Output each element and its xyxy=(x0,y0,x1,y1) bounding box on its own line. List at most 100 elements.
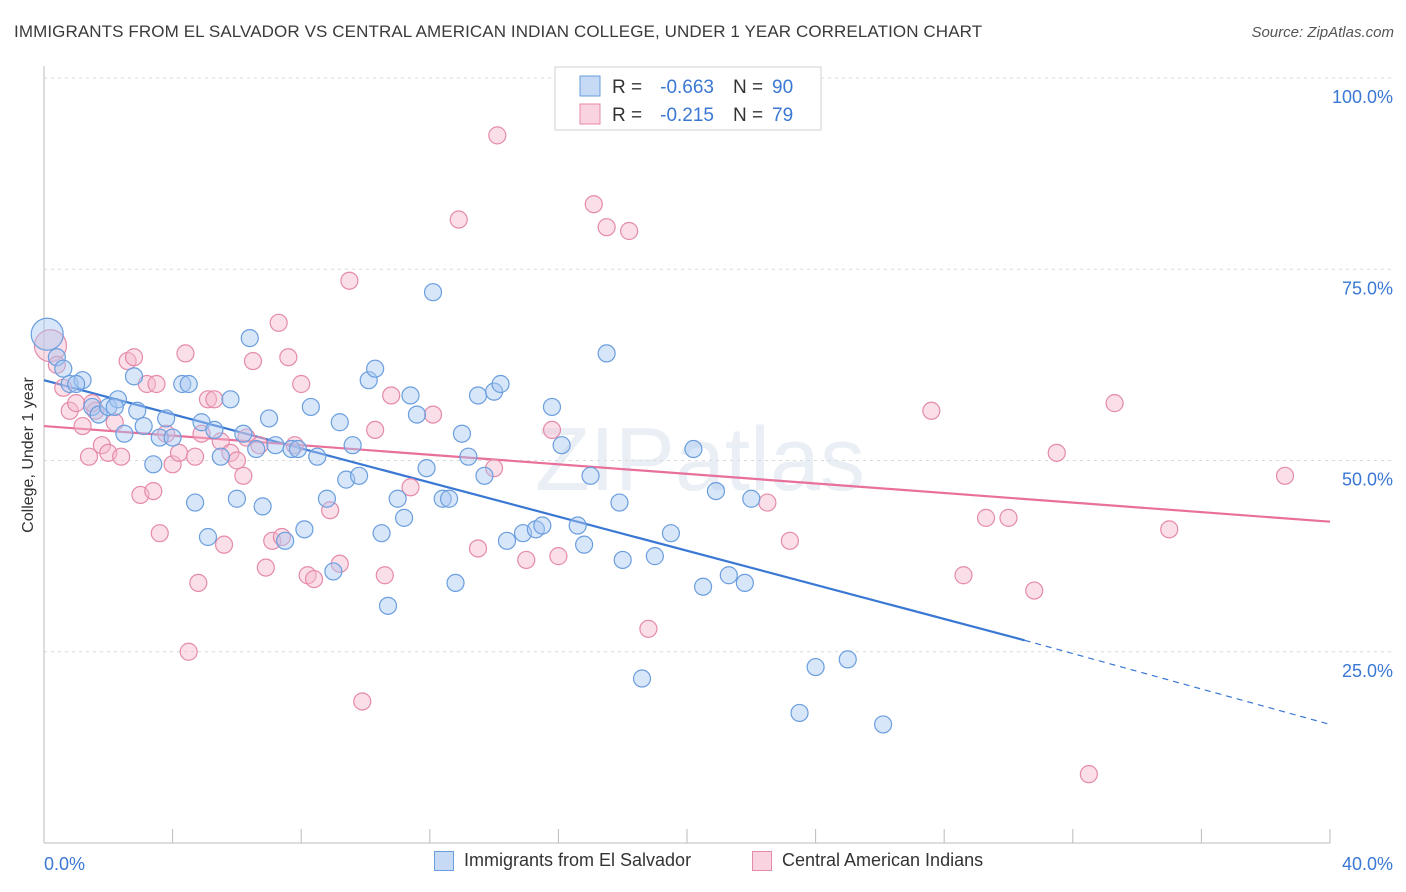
legend-n-label: N = xyxy=(733,105,763,126)
y-tick-label: 75.0% xyxy=(1342,278,1393,298)
data-point-el-salvador xyxy=(806,657,825,677)
data-point-el-salvador xyxy=(632,669,652,688)
data-point-el-salvador xyxy=(221,390,240,409)
data-points xyxy=(30,126,1295,784)
legend-label-central-american-indians: Central American Indians xyxy=(782,850,984,870)
source-label: Source: ZipAtlas.com xyxy=(1251,24,1394,41)
data-point-central-american-indians xyxy=(549,547,568,566)
x-tick-label: 0.0% xyxy=(44,854,85,874)
data-point-el-salvador xyxy=(276,531,295,550)
data-point-el-salvador xyxy=(394,508,414,527)
data-point-el-salvador xyxy=(613,550,632,570)
data-point-el-salvador xyxy=(295,520,314,539)
trend-line-el-salvador xyxy=(43,379,1025,642)
data-point-central-american-indians xyxy=(485,459,504,478)
data-point-el-salvador xyxy=(288,439,308,459)
data-point-el-salvador xyxy=(157,409,176,428)
data-point-el-salvador xyxy=(581,466,600,485)
data-point-central-american-indians xyxy=(79,447,99,466)
data-point-el-salvador xyxy=(475,466,494,485)
data-point-central-american-indians xyxy=(353,692,372,711)
data-point-el-salvador xyxy=(719,566,738,585)
data-point-el-salvador xyxy=(134,416,153,436)
data-point-central-american-indians xyxy=(584,195,603,214)
data-point-el-salvador xyxy=(552,436,571,455)
data-point-central-american-indians xyxy=(1160,520,1179,539)
legend-swatch-blue xyxy=(434,850,454,871)
data-point-el-salvador xyxy=(144,455,163,474)
data-point-el-salvador xyxy=(308,447,327,466)
data-point-el-salvador xyxy=(266,436,285,455)
data-point-el-salvador xyxy=(89,405,108,424)
data-point-el-salvador xyxy=(186,493,205,512)
data-point-el-salvador xyxy=(597,344,616,363)
data-point-central-american-indians xyxy=(401,478,420,497)
data-point-el-salvador xyxy=(366,359,385,378)
legend-r-label: R = xyxy=(612,77,642,98)
data-point-central-american-indians xyxy=(321,501,340,520)
data-point-central-american-indians xyxy=(73,416,92,436)
data-point-el-salvador xyxy=(179,374,198,394)
data-point-central-american-indians xyxy=(517,550,536,570)
data-point-el-salvador xyxy=(301,397,320,417)
data-point-central-american-indians xyxy=(67,394,86,413)
data-point-central-american-indians xyxy=(758,493,777,512)
y-tick-label: 100.0% xyxy=(1332,87,1393,107)
data-point-el-salvador xyxy=(407,405,427,424)
legend-r-label: R = xyxy=(612,105,642,126)
data-point-central-american-indians xyxy=(304,569,324,589)
data-point-el-salvador xyxy=(205,420,224,439)
data-point-el-salvador xyxy=(433,489,452,508)
data-point-central-american-indians xyxy=(1025,581,1044,600)
data-point-el-salvador xyxy=(128,401,147,420)
data-point-el-salvador xyxy=(491,374,510,394)
data-point-el-salvador xyxy=(575,535,594,554)
legend-n-label: N = xyxy=(733,77,763,98)
x-tick-label: 40.0% xyxy=(1342,854,1393,874)
legend-swatch-pink xyxy=(752,850,772,871)
data-point-el-salvador xyxy=(497,531,517,550)
data-point-central-american-indians xyxy=(468,539,488,558)
data-point-central-american-indians xyxy=(263,531,282,550)
data-point-central-american-indians xyxy=(999,508,1018,527)
legend-item-central-american-indians: Central American Indians xyxy=(752,850,983,871)
data-point-el-salvador xyxy=(372,524,391,543)
data-point-el-salvador xyxy=(324,562,343,581)
data-point-central-american-indians xyxy=(423,405,443,424)
data-point-el-salvador xyxy=(349,466,369,485)
chart-title: IMMIGRANTS FROM EL SALVADOR VS CENTRAL A… xyxy=(14,22,983,41)
data-point-central-american-indians xyxy=(198,390,218,409)
data-point-central-american-indians xyxy=(976,508,996,527)
data-point-el-salvador xyxy=(533,516,552,535)
data-point-el-salvador xyxy=(253,497,272,516)
data-point-el-salvador xyxy=(240,329,259,348)
data-point-el-salvador xyxy=(610,493,629,512)
data-point-el-salvador xyxy=(259,409,279,428)
data-point-central-american-indians xyxy=(597,218,616,237)
data-point-el-salvador xyxy=(378,596,398,615)
data-point-el-salvador xyxy=(211,447,230,466)
data-point-central-american-indians xyxy=(340,271,359,290)
data-point-el-salvador xyxy=(693,577,713,596)
data-point-el-salvador xyxy=(317,489,337,508)
data-point-central-american-indians xyxy=(144,482,163,501)
trend-line-central-american-indians xyxy=(43,424,1331,523)
data-point-el-salvador xyxy=(542,397,562,417)
data-point-central-american-indians xyxy=(780,531,799,550)
legend-r-value: -0.215 xyxy=(660,105,714,126)
data-point-central-american-indians xyxy=(488,126,507,145)
data-point-el-salvador xyxy=(645,547,664,566)
data-point-central-american-indians xyxy=(33,329,68,363)
data-point-el-salvador xyxy=(468,386,488,405)
data-point-el-salvador xyxy=(54,359,73,378)
data-point-el-salvador xyxy=(173,374,192,394)
data-point-el-salvador xyxy=(742,489,761,508)
data-point-el-salvador xyxy=(163,428,182,447)
data-point-central-american-indians xyxy=(243,351,263,371)
data-point-central-american-indians xyxy=(1047,443,1066,462)
data-point-central-american-indians xyxy=(1105,394,1124,413)
data-point-central-american-indians xyxy=(176,344,195,363)
data-point-central-american-indians xyxy=(639,619,658,638)
data-point-el-salvador xyxy=(105,397,124,417)
data-point-central-american-indians xyxy=(375,566,394,585)
